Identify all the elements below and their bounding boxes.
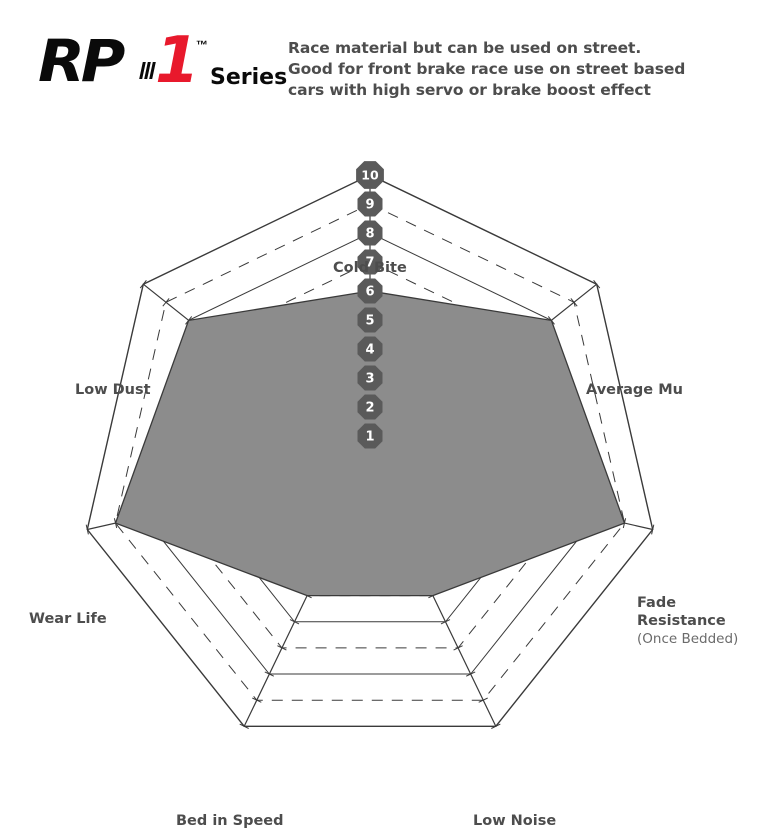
axis-label-wear-life: Wear Life [29,611,107,627]
scale-badge-5: 5 [357,307,383,333]
axis-label-low-noise: Low Noise [473,813,557,829]
scale-badge-3: 3 [357,365,383,391]
scale-badge-1: 1 [357,423,383,449]
radar-chart-svg: 1 2 3 4 5 6 7 8 9 10 [85,161,655,729]
rp1-series-logo: RP 1 ™ Series [38,24,288,100]
scale-badge-2: 2 [357,394,383,420]
svg-text:6: 6 [365,285,374,300]
svg-text:5: 5 [365,314,374,329]
axis-label-cold-bite: Cold Bite [333,260,407,276]
svg-text:8: 8 [365,227,374,242]
svg-text:3: 3 [365,372,374,387]
axis-label-average-mu: Average Mu [586,382,683,398]
svg-text:4: 4 [365,343,374,358]
scale-badge-8: 8 [357,220,383,246]
axis-label-bed-in-speed: Bed in Speed [176,813,284,829]
scale-badge-4: 4 [357,336,383,362]
scale-badge-6: 6 [357,278,383,304]
scale-badge-7: 7 [357,249,383,275]
description-line-2: Good for front brake race use on street … [288,60,686,78]
scale-badge-10: 10 [356,161,384,189]
fade-resistance-line-2: Resistance [637,613,726,629]
logo-series-text: Series [210,65,288,90]
svg-text:2: 2 [365,401,374,416]
trademark-icon: ™ [196,38,208,52]
radar-scale-badges: 1 2 3 4 5 6 7 8 9 10 [356,161,384,449]
radar-chart: 1 2 3 4 5 6 7 8 9 10 Cold Bite Average Mu Fade Re… [0,120,768,829]
description-line-1: Race material but can be used on street. [288,39,642,57]
svg-text:7: 7 [365,256,374,271]
svg-text:10: 10 [361,168,379,183]
product-description: Race material but can be used on street.… [288,38,718,101]
fade-resistance-line-1: Fade [637,595,677,611]
logo-number-one: 1 [155,24,200,98]
logo-rp-text: RP [38,27,125,95]
scale-badge-9: 9 [357,191,383,217]
svg-text:9: 9 [365,198,374,213]
fade-resistance-sublabel: (Once Bedded) [637,631,739,647]
axis-label-low-dust: Low Dust [75,382,151,398]
description-line-3: cars with high servo or brake boost effe… [288,81,651,99]
header: RP 1 ™ Series Race material but can be u… [0,0,768,120]
svg-text:1: 1 [365,430,374,445]
axis-label-fade-resistance: Fade Resistance (Once Bedded) [637,594,738,648]
